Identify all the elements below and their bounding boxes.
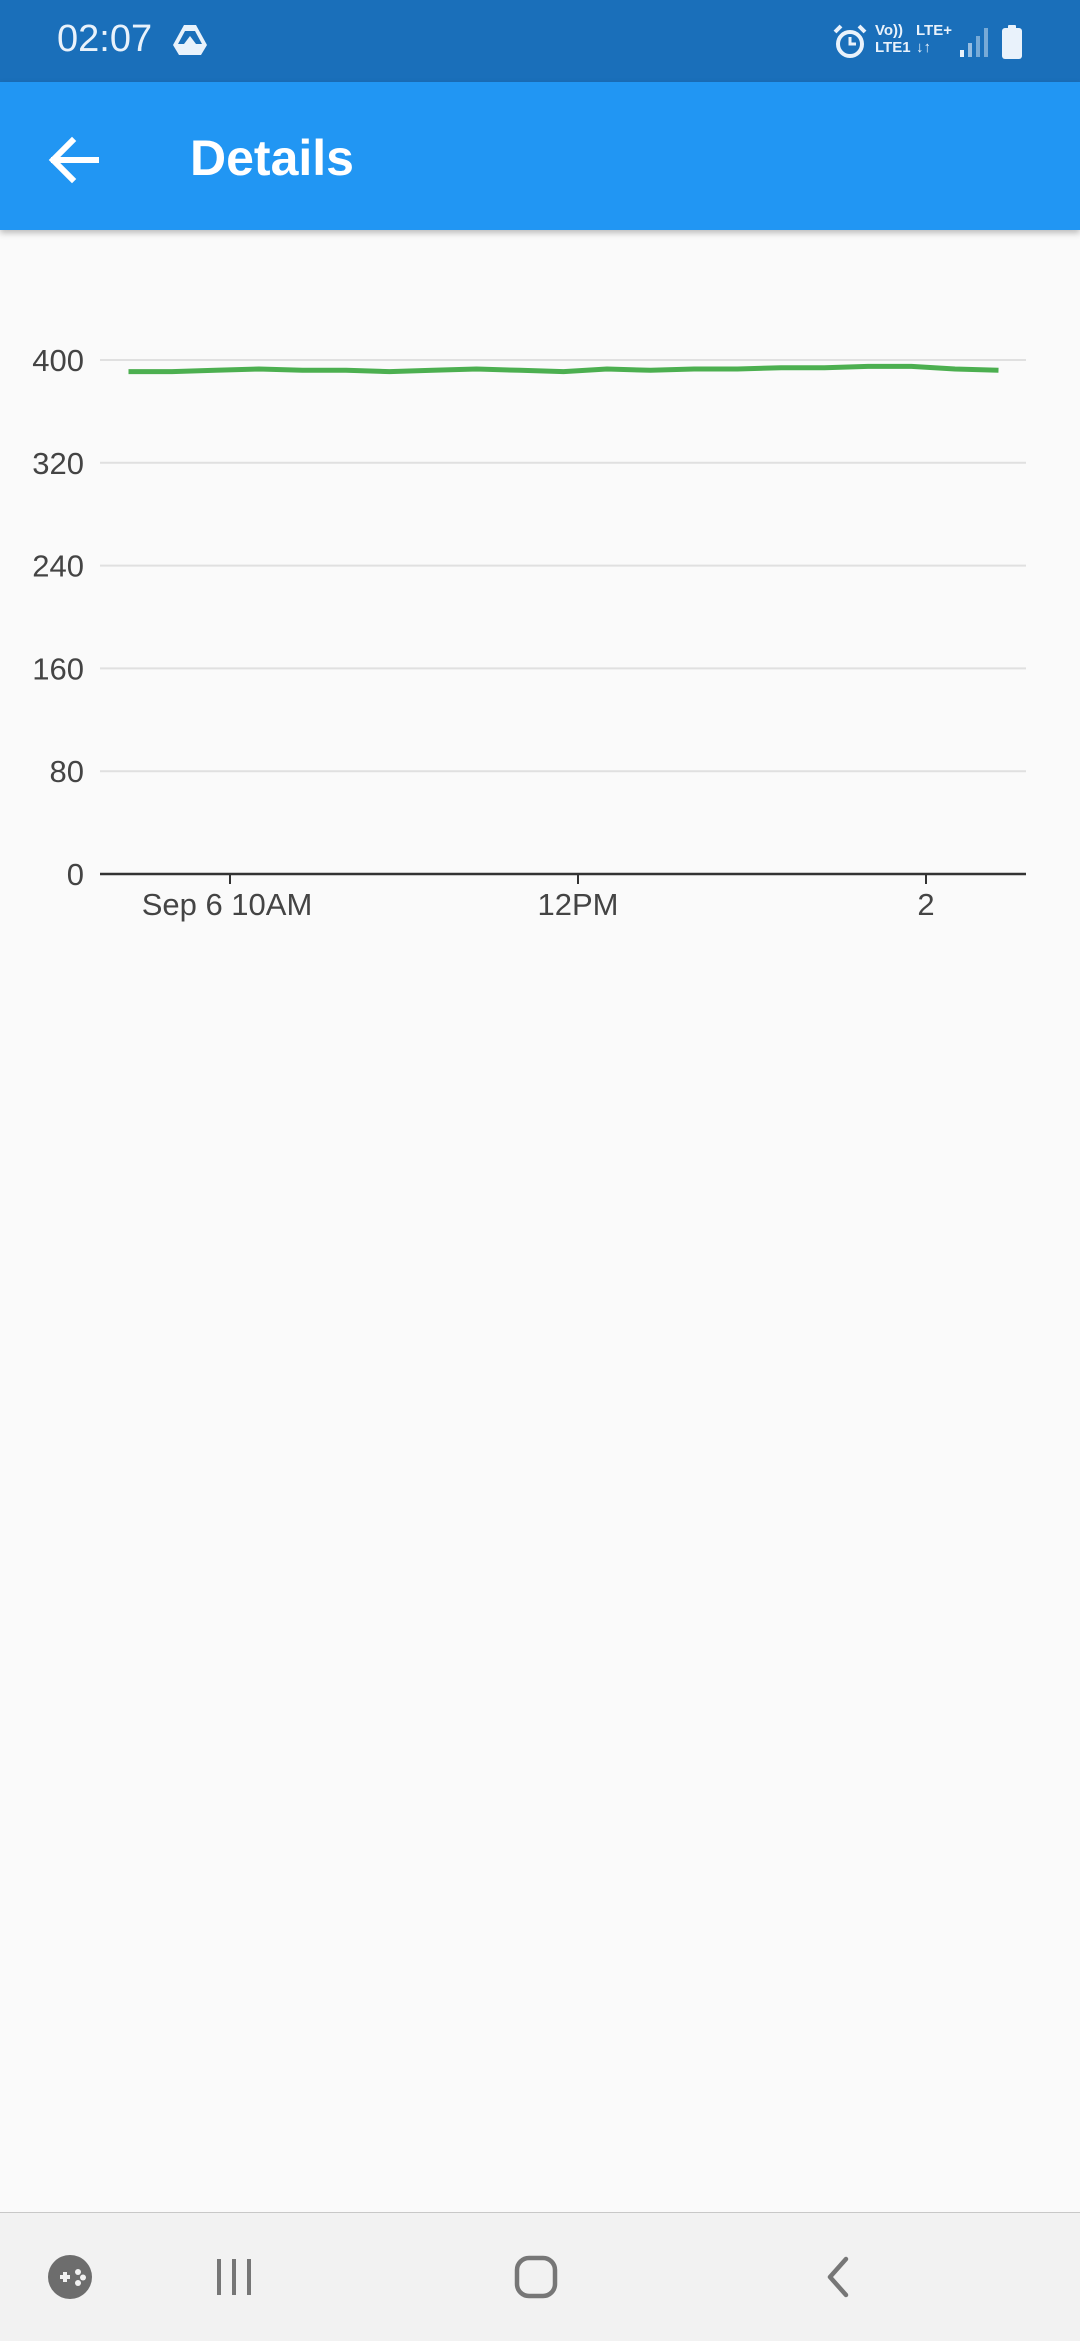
y-tick-label: 320 xyxy=(32,446,84,481)
app-bar: Details xyxy=(0,82,1080,230)
x-tick-label: 12PM xyxy=(538,887,619,922)
y-tick-label: 400 xyxy=(32,343,84,378)
game-launcher-icon[interactable] xyxy=(30,2237,110,2317)
line-chart: 0 80 160 240 320 400 Sep 6 10AM 12PM 2 xyxy=(32,343,1026,922)
data-arrows-label: ↓↑ xyxy=(916,39,931,56)
signal-icon xyxy=(960,28,988,57)
network-indicator-2: LTE+ ↓↑ xyxy=(916,22,952,56)
lte-plus-label: LTE+ xyxy=(916,22,952,39)
x-tick-label: Sep 6 10AM xyxy=(142,887,313,922)
home-icon[interactable] xyxy=(496,2237,576,2317)
y-tick-label: 240 xyxy=(32,549,84,584)
volte-label: Vo)) xyxy=(875,22,904,39)
battery-icon xyxy=(1002,25,1022,59)
status-time: 02:07 xyxy=(57,18,153,60)
drive-icon xyxy=(173,25,207,55)
alarm-icon xyxy=(833,24,867,58)
y-tick-label: 0 xyxy=(67,857,84,892)
recent-apps-icon[interactable] xyxy=(194,2237,274,2317)
series-line xyxy=(128,363,999,375)
y-tick-label: 80 xyxy=(50,754,84,789)
y-tick-label: 160 xyxy=(32,651,84,686)
page-title: Details xyxy=(190,130,354,186)
lte1-label: LTE1 xyxy=(875,39,911,56)
arrow-left-icon[interactable] xyxy=(38,124,110,196)
system-nav-bar xyxy=(0,2212,1080,2341)
network-indicator: Vo)) LTE1 xyxy=(875,22,911,56)
status-bar: 02:07 Vo)) LTE1 LTE+ ↓↑ xyxy=(0,0,1080,82)
x-tick-label: 2 xyxy=(917,887,934,922)
back-chevron-icon[interactable] xyxy=(798,2237,878,2317)
